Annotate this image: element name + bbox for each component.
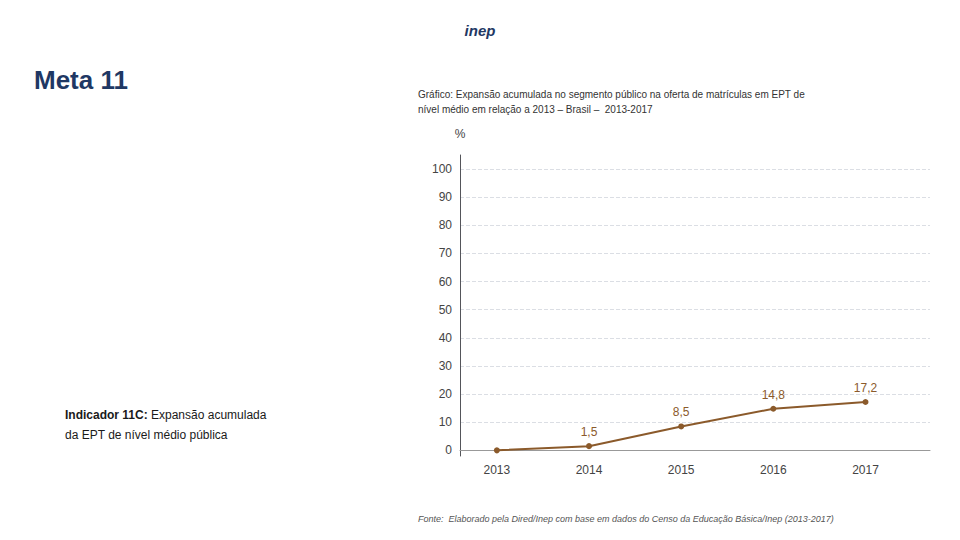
svg-text:Indicador 11C:: Indicador 11C: xyxy=(65,408,148,422)
svg-text:2016: 2016 xyxy=(760,463,787,477)
svg-text:1,5: 1,5 xyxy=(581,425,598,439)
svg-text:Expansão acumulada: Expansão acumulada xyxy=(148,408,267,422)
svg-text:inep: inep xyxy=(465,22,496,39)
svg-text:10: 10 xyxy=(439,415,453,429)
svg-text:50: 50 xyxy=(439,303,453,317)
svg-text:Meta 11: Meta 11 xyxy=(34,65,128,95)
svg-text:2014: 2014 xyxy=(576,463,603,477)
svg-text:17,2: 17,2 xyxy=(854,381,878,395)
svg-text:2017: 2017 xyxy=(852,463,879,477)
svg-text:14,8: 14,8 xyxy=(762,388,786,402)
svg-text:%: % xyxy=(455,127,466,141)
svg-text:nível médio em relação a 2013: nível médio em relação a 2013 – Brasil –… xyxy=(418,104,653,115)
svg-text:2013: 2013 xyxy=(484,463,511,477)
svg-text:20: 20 xyxy=(439,387,453,401)
svg-text:80: 80 xyxy=(439,218,453,232)
svg-text:100: 100 xyxy=(432,162,452,176)
svg-text:8,5: 8,5 xyxy=(673,405,690,419)
svg-text:60: 60 xyxy=(439,275,453,289)
svg-text:0: 0 xyxy=(445,443,452,457)
svg-text:70: 70 xyxy=(439,246,453,260)
svg-text:Gráfico: Expansão acumulada no: Gráfico: Expansão acumulada no segmento … xyxy=(418,89,805,100)
svg-text:30: 30 xyxy=(439,359,453,373)
svg-text:90: 90 xyxy=(439,190,453,204)
svg-text:2015: 2015 xyxy=(668,463,695,477)
svg-text:Fonte: Elaborado pela Dired/I: Fonte: Elaborado pela Dired/Inep com bas… xyxy=(418,514,834,524)
svg-text:da EPT de nível médio pública: da EPT de nível médio pública xyxy=(65,428,228,442)
svg-text:40: 40 xyxy=(439,331,453,345)
